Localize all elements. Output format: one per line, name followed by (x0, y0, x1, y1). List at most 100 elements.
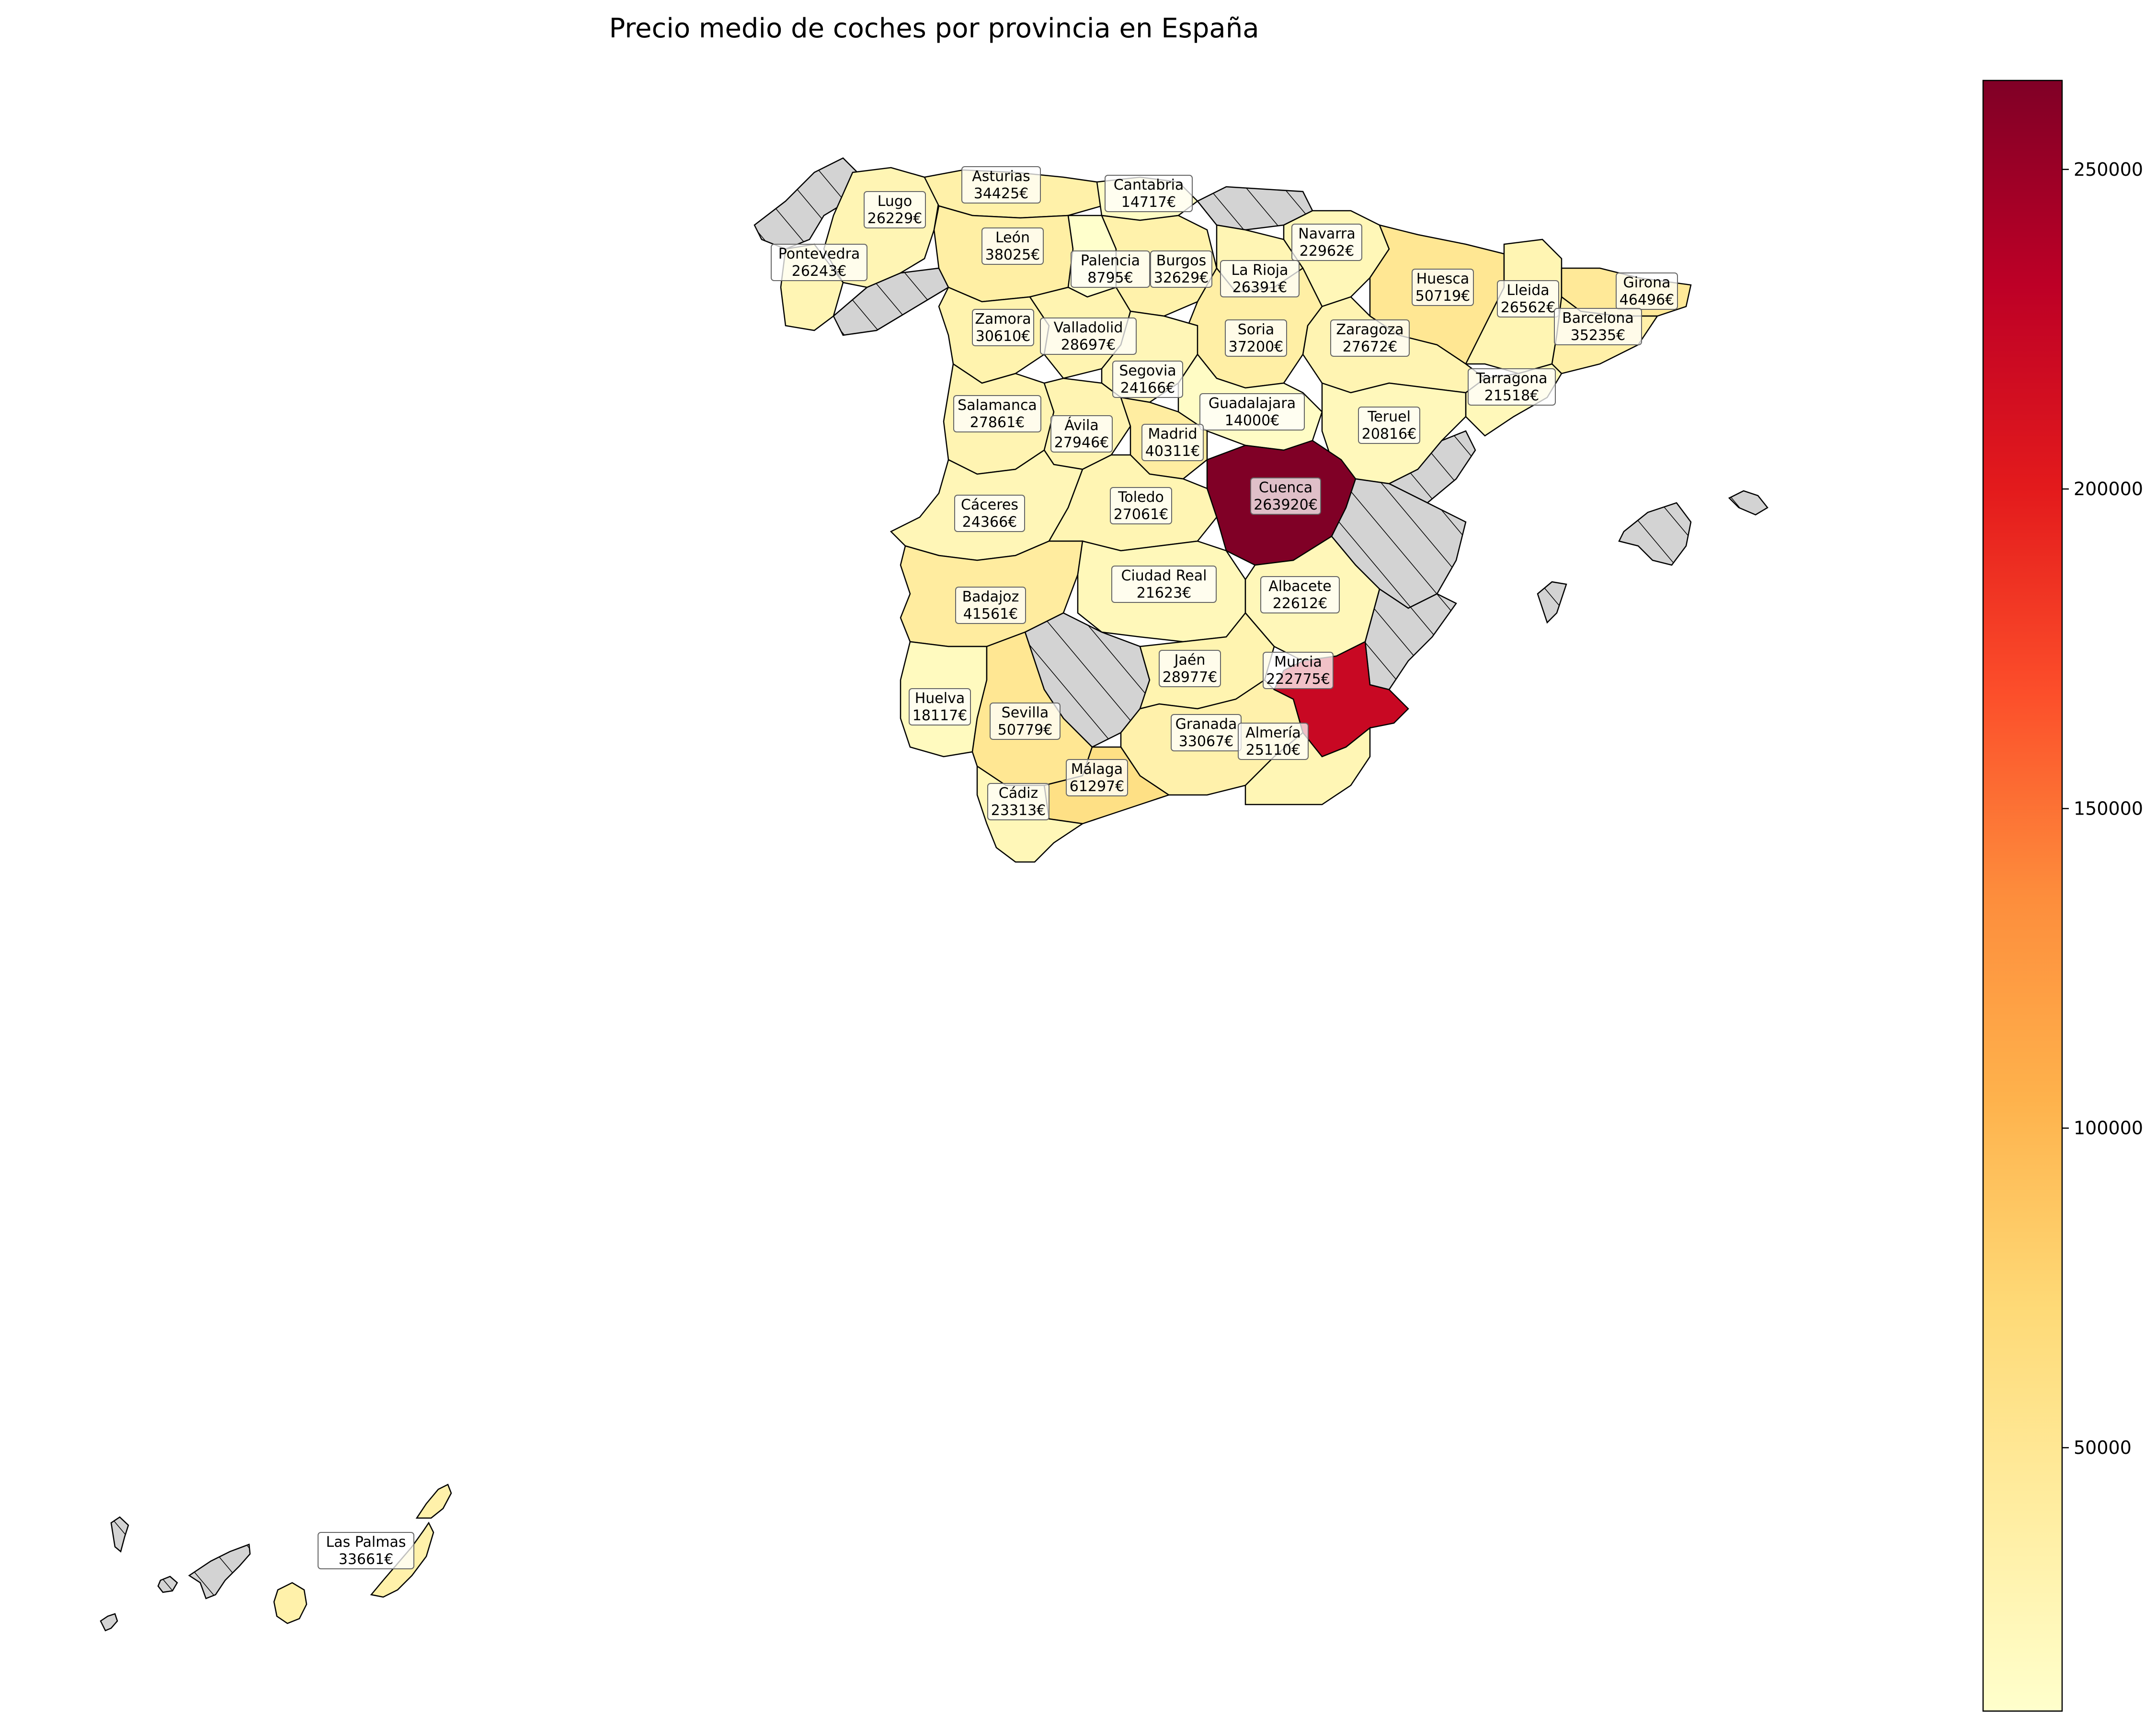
province-label-box (1071, 250, 1150, 288)
province-price: 32629€ (1154, 270, 1209, 286)
province-label-box (1220, 260, 1300, 297)
colorbar-tick-label: 250000 (2074, 159, 2143, 180)
province-name: Cuenca (1259, 479, 1312, 496)
province-label-box (909, 688, 971, 726)
province-name: Palencia (1081, 252, 1140, 269)
province-label-box (1050, 415, 1113, 453)
province-price: 14717€ (1121, 194, 1176, 211)
province-name: Tarragona (1475, 370, 1547, 387)
province-label-box (953, 395, 1041, 432)
province-price: 24366€ (962, 514, 1017, 531)
province-price: 61297€ (1070, 778, 1125, 795)
province-name: Guadalajara (1209, 395, 1296, 412)
province-name: Segovia (1119, 363, 1176, 379)
province-price: 18117€ (913, 707, 968, 724)
province-name: Granada (1175, 716, 1237, 733)
province-name: Burgos (1156, 252, 1206, 269)
province-price: 41561€ (963, 606, 1018, 623)
province-name: Almería (1245, 725, 1301, 741)
province-label-box (1105, 175, 1193, 212)
province-label-box (990, 703, 1061, 740)
province-name: Girona (1623, 274, 1670, 291)
province-price: 8795€ (1087, 270, 1133, 286)
province-label-box (1225, 319, 1287, 357)
province-name: Toledo (1118, 489, 1164, 506)
province-label-box (1150, 250, 1212, 288)
province-label-box (1497, 280, 1559, 317)
province-price: 27946€ (1054, 434, 1109, 451)
province-no-data (1728, 490, 1768, 516)
colorbar-tick-label: 50000 (2074, 1437, 2132, 1458)
map-title: Precio medio de coches por provincia en … (609, 13, 1259, 44)
province-shape (415, 1484, 452, 1519)
province-no-data (157, 1576, 178, 1593)
province-price: 222775€ (1266, 671, 1330, 688)
province-price: 263920€ (1254, 497, 1318, 513)
province-label-box (318, 1532, 414, 1569)
province-shape (1244, 726, 1371, 805)
province-name: Salamanca (958, 397, 1037, 414)
province-name: León (995, 229, 1030, 246)
province-label-box (1238, 723, 1309, 760)
province-price: 50779€ (998, 722, 1053, 738)
province-price: 22962€ (1300, 243, 1355, 260)
province-label-box (1250, 477, 1321, 515)
province-name: Cádiz (999, 785, 1038, 802)
province-name: Lugo (878, 193, 913, 210)
province-name: Ciudad Real (1121, 567, 1207, 584)
province-label-box (1468, 368, 1556, 406)
province-price: 25110€ (1246, 742, 1301, 759)
province-name: Cáceres (961, 497, 1018, 513)
province-price: 27061€ (1114, 506, 1169, 523)
province-name: Cantabria (1114, 177, 1184, 193)
province-label-box (1111, 566, 1217, 603)
province-price: 50719€ (1415, 288, 1471, 305)
province-label-box (961, 166, 1041, 204)
province-label-box (1040, 317, 1137, 355)
province-label-box (1554, 308, 1642, 345)
province-name: Albacete (1268, 578, 1331, 595)
province-price: 27672€ (1343, 339, 1398, 355)
province-price: 26229€ (867, 210, 923, 227)
province-no-data (1537, 581, 1567, 624)
province-name: Jaén (1174, 652, 1206, 669)
province-name: Zamora (975, 311, 1031, 328)
province-name: Asturias (972, 168, 1030, 185)
province-label-box (1412, 269, 1474, 306)
province-label-box (1291, 224, 1362, 261)
province-name: Huesca (1416, 271, 1470, 287)
province-label-box (987, 783, 1049, 820)
colorbar-ticks: 50000 100000 150000 200000 250000 (2062, 159, 2143, 1458)
province-name: Lleida (1506, 282, 1549, 299)
province-name: Madrid (1148, 426, 1197, 442)
province-name: Murcia (1274, 654, 1322, 670)
province-no-data (110, 1516, 129, 1553)
province-name: Sevilla (1002, 704, 1049, 721)
province-name: La Rioja (1232, 262, 1289, 279)
province-price: 38025€ (985, 247, 1040, 263)
province-name: Badajoz (962, 589, 1019, 605)
